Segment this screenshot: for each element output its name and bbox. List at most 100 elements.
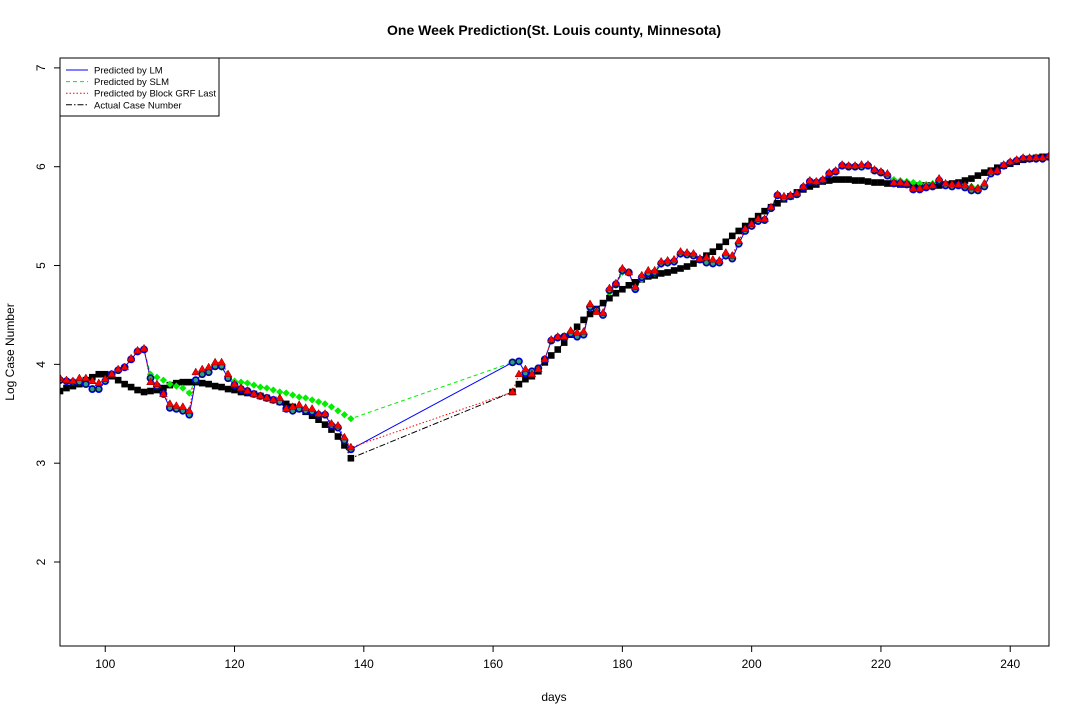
data-point: [573, 323, 581, 331]
data-point: [598, 308, 608, 316]
data-point: [522, 375, 529, 383]
data-point: [68, 376, 78, 385]
data-point: [884, 180, 891, 187]
data-point: [909, 178, 917, 187]
x-tick-label: 180: [612, 657, 632, 671]
y-axis-label: Log Case Number: [3, 303, 17, 400]
data-point: [307, 404, 317, 412]
data-point: [218, 383, 225, 391]
data-point: [328, 426, 335, 433]
data-point: [915, 183, 925, 192]
data-point: [1018, 153, 1028, 161]
data-point: [327, 403, 336, 411]
data-point: [256, 383, 264, 391]
data-point: [334, 407, 342, 415]
data-point: [695, 253, 705, 262]
data-point: [185, 389, 193, 397]
data-point: [606, 294, 613, 302]
data-point: [1038, 153, 1047, 161]
data-point: [191, 367, 201, 376]
data-point: [806, 183, 814, 190]
legend-label: Actual Case Number: [94, 100, 182, 111]
data-point: [774, 199, 781, 207]
legend-box: [59, 57, 220, 117]
data-point: [94, 378, 104, 386]
data-point: [559, 331, 569, 340]
data-point: [805, 175, 815, 184]
data-point: [690, 260, 697, 267]
data-point: [605, 283, 614, 292]
data-point: [643, 265, 653, 274]
data-point: [346, 442, 356, 451]
data-point: [179, 384, 187, 392]
data-point: [1031, 153, 1041, 161]
data-point: [992, 165, 1002, 174]
data-point: [585, 299, 595, 307]
data-point: [217, 357, 226, 366]
data-point: [811, 176, 821, 185]
data-point: [716, 243, 723, 251]
data-point: [689, 248, 698, 257]
data-point: [895, 177, 905, 186]
data-point: [134, 386, 141, 394]
data-point: [851, 177, 859, 184]
data-point: [340, 411, 349, 419]
data-point: [210, 357, 220, 366]
data-point: [211, 382, 219, 390]
data-point: [818, 174, 828, 183]
data-point: [114, 376, 122, 384]
data-point: [282, 389, 290, 397]
series-line: [60, 156, 1049, 420]
data-point: [321, 421, 329, 428]
data-point: [760, 214, 769, 222]
data-point: [677, 265, 684, 272]
data-point: [566, 326, 575, 334]
data-point: [60, 387, 64, 395]
data-point: [205, 369, 212, 376]
data-point: [82, 381, 89, 388]
data-point: [580, 316, 587, 324]
data-point: [934, 173, 944, 182]
data-point: [554, 346, 562, 353]
data-point: [973, 183, 983, 192]
data-point: [986, 166, 996, 175]
data-point: [133, 345, 142, 354]
data-point: [327, 418, 336, 427]
data-point: [521, 364, 530, 373]
data-point: [586, 310, 594, 318]
data-point: [308, 412, 316, 420]
data-point: [95, 386, 102, 392]
data-point: [961, 177, 969, 184]
data-point: [81, 373, 91, 382]
data-point: [611, 278, 621, 287]
data-point: [676, 246, 685, 255]
data-point: [727, 250, 737, 259]
data-point: [761, 207, 768, 215]
data-point: [825, 177, 833, 184]
data-point: [864, 178, 872, 185]
data-point: [179, 378, 187, 386]
data-point: [87, 376, 97, 385]
data-point: [664, 269, 671, 276]
data-point: [256, 391, 265, 399]
data-point: [159, 376, 168, 384]
data-point: [231, 386, 238, 394]
data-point: [968, 175, 975, 182]
data-point: [612, 289, 620, 297]
series-layer: [60, 151, 1049, 462]
data-point: [223, 369, 233, 378]
data-point: [341, 442, 348, 449]
data-point: [1025, 153, 1034, 161]
data-point: [740, 224, 750, 232]
data-point: [870, 164, 879, 173]
data-point: [734, 236, 744, 244]
data-point: [230, 379, 239, 387]
data-point: [152, 379, 162, 387]
x-tick-label: 120: [225, 657, 245, 671]
data-point: [773, 189, 782, 198]
data-point: [974, 172, 982, 179]
data-point: [871, 179, 878, 186]
data-point: [999, 160, 1009, 168]
data-point: [857, 160, 866, 168]
data-point: [599, 299, 607, 307]
